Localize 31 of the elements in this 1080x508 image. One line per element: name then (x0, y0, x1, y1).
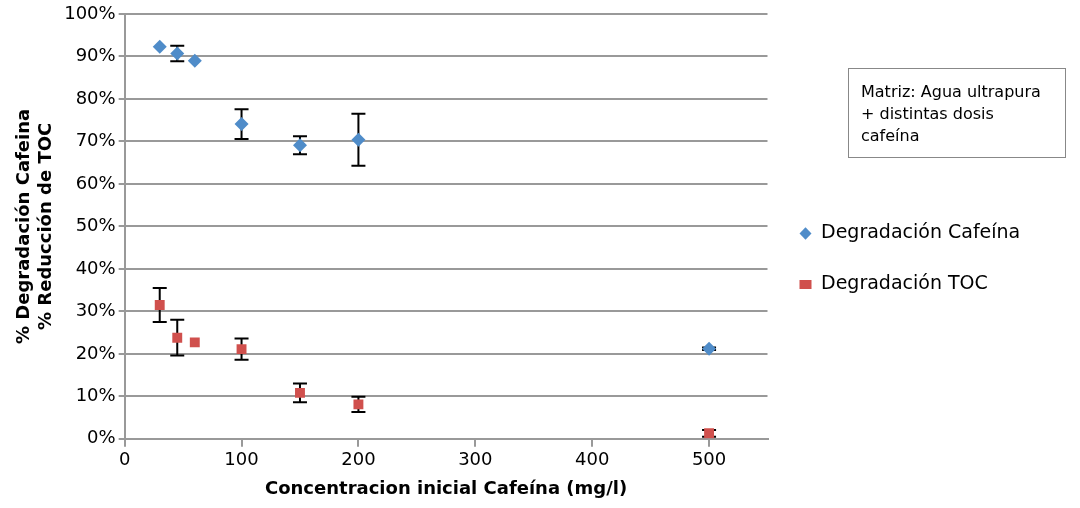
legend-label: Degradación Cafeína (821, 220, 1021, 243)
y-tick-label: 10% (75, 383, 116, 405)
x-tick-label: 100 (224, 448, 259, 470)
point (152, 39, 167, 54)
x-axis-title: Concentracion inicial Cafeína (mg/l) (264, 476, 628, 498)
y-tick-label: 50% (75, 214, 116, 236)
point (187, 53, 202, 68)
y-tick-label: 0% (87, 426, 116, 448)
y-tick-label: 20% (75, 341, 116, 363)
y-axis-title: % Degradación Cafeina % Reducción de TOC (12, 108, 56, 345)
y-tick-label: 70% (75, 129, 116, 151)
point (172, 332, 183, 343)
y-tick-label: 60% (75, 171, 116, 193)
y-tick-label: 90% (75, 44, 116, 66)
text: Matriz: Agua ultrapura + distintas dosis cafeína (848, 68, 1066, 158)
legend-label: Degradación TOC (821, 271, 988, 294)
y-tick-label: 40% (75, 256, 116, 278)
y-tick-label: 80% (75, 86, 116, 108)
point (189, 337, 200, 348)
x-tick-label: 0 (118, 448, 131, 470)
x-tick-label: 500 (691, 448, 727, 470)
x-tick-label: 400 (575, 448, 610, 470)
x-tick-label: 300 (458, 448, 493, 470)
point (351, 132, 366, 147)
point (702, 341, 717, 356)
y-tick-label: 30% (75, 299, 116, 321)
point (234, 117, 249, 132)
y-tick-label: 100% (64, 1, 116, 23)
point (236, 344, 247, 355)
point (154, 300, 165, 310)
x-tick-label: 200 (341, 448, 376, 470)
